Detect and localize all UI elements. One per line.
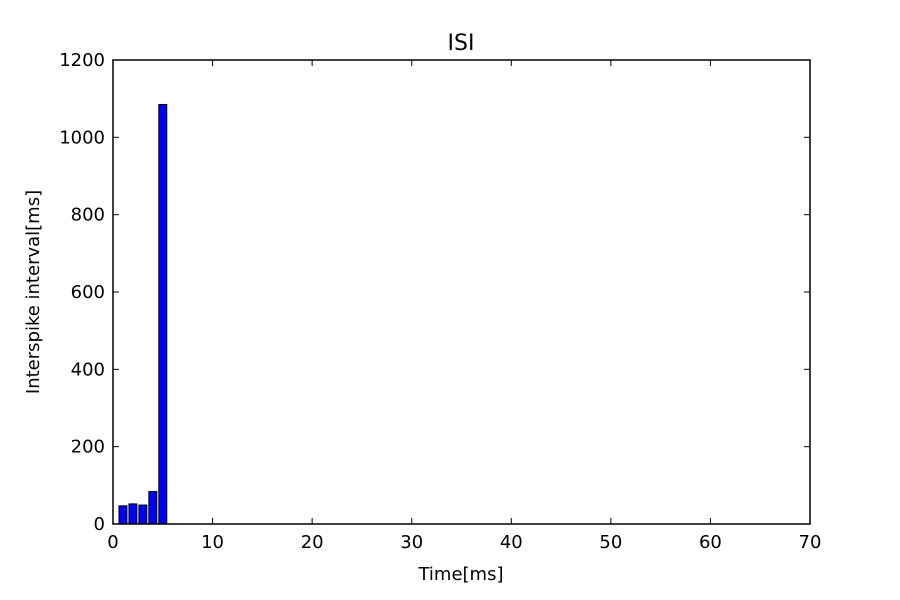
bar <box>158 103 168 525</box>
x-tick-label: 50 <box>599 532 622 553</box>
y-axis-label: Interspike interval[ms] <box>23 190 44 394</box>
x-tick-label: 10 <box>201 532 224 553</box>
y-tick-label: 1200 <box>59 50 105 71</box>
chart-title: ISI <box>448 31 475 56</box>
x-tick-label: 30 <box>400 532 423 553</box>
x-tick-label: 0 <box>107 532 118 553</box>
plot-frame <box>112 59 811 525</box>
bar <box>148 491 158 525</box>
y-tick-label: 800 <box>71 205 105 226</box>
y-tick-label: 200 <box>71 437 105 458</box>
y-tick-label: 0 <box>94 514 105 535</box>
y-tick-label: 1000 <box>59 127 105 148</box>
x-tick-label: 40 <box>500 532 523 553</box>
x-axis-label: Time[ms] <box>417 564 503 585</box>
y-tick-label: 400 <box>71 359 105 380</box>
x-axis-ticks: 0 10 20 30 40 50 60 70 <box>107 60 821 553</box>
bar <box>118 505 128 525</box>
bar <box>128 503 138 525</box>
y-tick-label: 600 <box>71 282 105 303</box>
bar <box>138 504 148 525</box>
x-tick-label: 20 <box>301 532 324 553</box>
x-tick-label: 70 <box>799 532 822 553</box>
x-tick-label: 60 <box>699 532 722 553</box>
